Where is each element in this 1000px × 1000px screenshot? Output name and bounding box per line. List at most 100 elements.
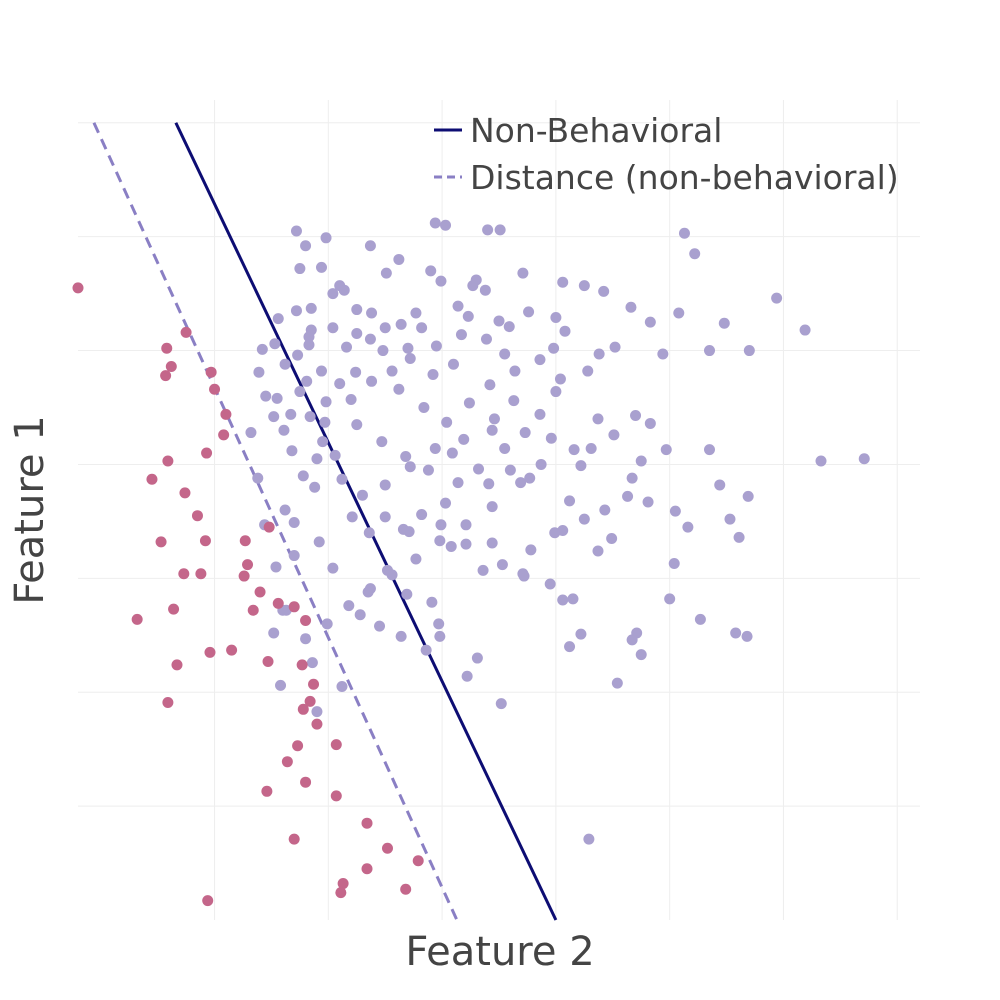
majority-point-201: [422, 464, 434, 476]
majority-point-13: [425, 265, 437, 277]
majority-point-112: [462, 310, 474, 322]
minority-point-30: [242, 559, 254, 571]
majority-point-98: [559, 325, 571, 337]
majority-point-170: [545, 432, 557, 444]
majority-point-137: [327, 288, 339, 300]
majority-point-31: [724, 513, 736, 525]
majority-point-223: [311, 706, 323, 718]
majority-point-42: [668, 558, 680, 570]
majority-point-66: [426, 596, 438, 608]
majority-point-25: [743, 345, 755, 357]
majority-point-57: [495, 698, 507, 710]
majority-point-52: [730, 627, 742, 639]
minority-point-39: [330, 739, 342, 751]
majority-point-96: [548, 342, 560, 354]
majority-point-120: [319, 416, 331, 428]
majority-point-159: [327, 562, 339, 574]
minority-point-34: [296, 659, 308, 671]
majority-point-175: [434, 535, 446, 547]
majority-point-205: [329, 449, 341, 461]
boundary-lines: [92, 122, 558, 921]
minority-point-9: [201, 447, 213, 459]
majority-point-124: [315, 365, 327, 377]
majority-point-89: [568, 444, 580, 456]
majority-point-41: [669, 505, 681, 517]
minority-point-35: [308, 678, 320, 690]
majority-point-151: [294, 386, 306, 398]
minority-point-48: [412, 855, 424, 867]
majority-point-202: [400, 450, 412, 462]
majority-point-27: [644, 417, 656, 429]
majority-point-71: [525, 544, 537, 556]
minority-point-4: [160, 370, 172, 382]
majority-point-0: [290, 225, 302, 237]
minority-point-19: [131, 613, 143, 625]
minority-point-38: [311, 718, 323, 730]
minority-point-49: [400, 883, 412, 895]
majority-point-140: [366, 307, 378, 319]
majority-point-180: [321, 618, 333, 630]
minority-point-50: [337, 878, 349, 890]
majority-point-132: [292, 349, 304, 361]
majority-point-72: [544, 578, 556, 590]
majority-point-129: [271, 392, 283, 404]
majority-point-228: [583, 833, 595, 845]
majority-point-5: [429, 217, 441, 229]
majority-point-146: [386, 365, 398, 377]
majority-point-19: [578, 280, 590, 292]
majority-point-158: [313, 536, 325, 548]
majority-point-10: [315, 261, 327, 273]
majority-point-12: [380, 267, 392, 279]
majority-point-4: [393, 253, 405, 265]
majority-point-3: [364, 240, 376, 252]
majority-point-32: [742, 490, 754, 502]
majority-point-111: [452, 300, 464, 312]
minority-point-17: [178, 568, 190, 580]
majority-point-207: [356, 489, 368, 501]
minority-point-53: [202, 895, 214, 907]
majority-point-56: [471, 652, 483, 664]
data-points: [72, 217, 870, 907]
minority-point-44: [330, 790, 342, 802]
majority-point-2: [320, 232, 332, 244]
majority-point-76: [486, 537, 498, 549]
majority-point-69: [496, 559, 508, 571]
majority-point-51: [635, 649, 647, 661]
majority-point-84: [524, 472, 536, 484]
majority-point-47: [564, 641, 576, 653]
minority-point-36: [304, 695, 316, 707]
majority-point-101: [625, 301, 637, 313]
majority-point-219: [429, 443, 441, 454]
majority-point-166: [452, 477, 464, 489]
majority-point-50: [626, 634, 638, 646]
majority-point-58: [434, 630, 446, 642]
majority-point-176: [410, 553, 422, 565]
minority-point-31: [263, 521, 275, 533]
majority-point-91: [585, 443, 597, 454]
majority-point-104: [704, 345, 715, 357]
majority-point-226: [288, 550, 300, 562]
boundary-line: [174, 122, 558, 921]
majority-point-102: [644, 316, 656, 328]
majority-point-224: [336, 681, 348, 693]
majority-point-167: [473, 463, 485, 475]
majority-point-138: [338, 284, 350, 296]
majority-point-14: [435, 275, 447, 287]
majority-point-149: [320, 396, 332, 408]
minority-point-1: [180, 326, 192, 338]
majority-point-209: [486, 424, 498, 436]
minority-point-5: [205, 366, 217, 378]
majority-point-160: [346, 511, 358, 523]
majority-point-185: [252, 472, 264, 484]
majority-point-172: [515, 477, 527, 489]
minority-point-41: [281, 756, 293, 768]
majority-point-128: [253, 366, 265, 378]
majority-point-21: [678, 227, 690, 239]
minority-point-32: [239, 535, 251, 547]
majority-point-156: [279, 504, 291, 516]
legend-label-non-behavioral: Non-Behavioral: [470, 111, 722, 150]
majority-point-169: [519, 427, 531, 439]
majority-point-171: [535, 458, 547, 470]
majority-point-83: [483, 478, 495, 490]
majority-point-18: [557, 276, 569, 288]
